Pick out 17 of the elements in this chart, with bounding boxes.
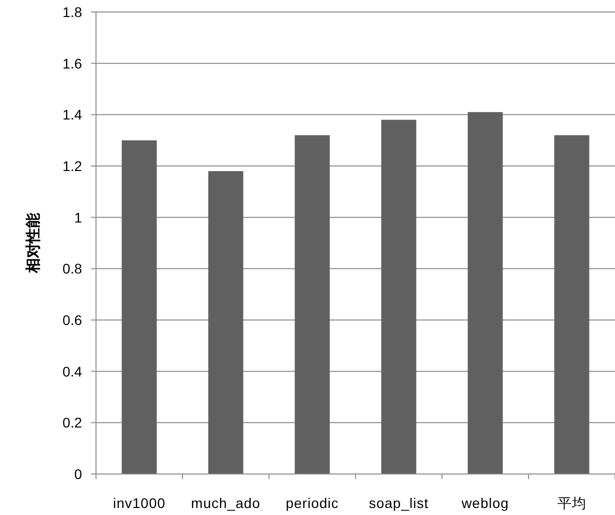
y-tick-label: 1.6	[62, 55, 82, 72]
y-axis-title: 相对性能	[25, 212, 42, 274]
x-tick-label: soap_list	[368, 495, 429, 511]
y-tick-label: 0	[74, 466, 82, 482]
x-tick-label: inv1000	[112, 495, 166, 511]
y-tick-label: 0.8	[62, 260, 82, 277]
x-tick-label: weblog	[460, 495, 509, 511]
y-tick-label: 0.2	[62, 414, 82, 431]
x-tick-label: periodic	[286, 495, 339, 511]
x-tick-label: 平均	[557, 495, 586, 511]
y-tick-label: 1	[74, 209, 82, 226]
y-tick-label: 0.4	[62, 363, 82, 380]
y-tick-label: 0.6	[62, 312, 82, 328]
y-tick-label: 1.8	[62, 4, 82, 20]
y-tick-label: 1.2	[62, 158, 82, 174]
x-tick-label: much_ado	[191, 495, 260, 511]
y-tick-label: 1.4	[62, 106, 82, 123]
